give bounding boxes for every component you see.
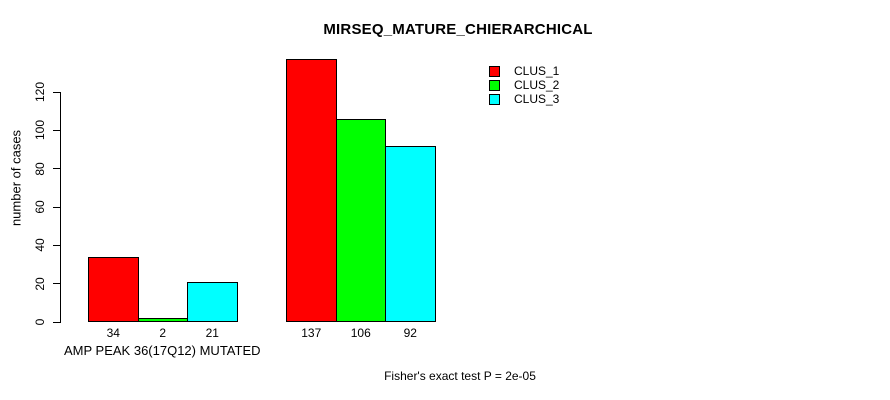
legend-item: CLUS_2 (489, 78, 559, 92)
bar-clus_1-group2 (286, 59, 337, 322)
y-tick-mark (53, 91, 60, 93)
y-tick-mark (53, 321, 60, 323)
y-tick-label: 80 (33, 161, 47, 176)
y-tick-label: 120 (33, 81, 47, 103)
y-axis-line (60, 92, 61, 323)
bar-value-label: 21 (205, 326, 219, 340)
legend-label: CLUS_2 (514, 78, 560, 92)
legend-item: CLUS_3 (489, 92, 559, 106)
legend-swatch-clus_3 (489, 93, 500, 105)
bar-clus_2-group2 (335, 118, 386, 322)
bar-clus_1-group1 (88, 256, 139, 322)
bar-clus_3-group1 (187, 281, 238, 322)
y-tick-mark (53, 244, 60, 246)
legend-item: CLUS_1 (489, 64, 559, 78)
y-tick-mark (53, 206, 60, 208)
y-tick-mark (53, 129, 60, 131)
bar-value-label: 106 (350, 326, 371, 340)
legend-swatch-clus_1 (489, 65, 500, 77)
y-tick-label: 20 (33, 276, 47, 291)
bar-value-label: 92 (403, 326, 417, 340)
bar-value-label: 137 (301, 326, 322, 340)
bar-value-label: 34 (106, 326, 120, 340)
y-tick-label: 100 (33, 120, 47, 141)
legend-label: CLUS_1 (514, 64, 560, 78)
legend: CLUS_1 CLUS_2 CLUS_3 (489, 64, 559, 106)
chart-title: MIRSEQ_MATURE_CHIERARCHICAL (323, 21, 593, 38)
legend-label: CLUS_3 (514, 92, 560, 106)
y-axis-label: number of cases (8, 129, 24, 227)
bar-value-label: 2 (159, 326, 167, 340)
bar-clus_2-group1 (137, 318, 188, 322)
footer-annotation: Fisher's exact test P = 2e-05 (384, 369, 536, 383)
bar-clus_3-group2 (385, 145, 436, 322)
y-tick-label: 0 (33, 318, 47, 326)
y-tick-label: 40 (33, 238, 47, 253)
category-label: AMP PEAK 36(17Q12) MUTATED (63, 343, 261, 358)
y-tick-mark (53, 283, 60, 285)
y-tick-label: 60 (33, 200, 47, 214)
y-tick-mark (53, 168, 60, 170)
legend-swatch-clus_2 (489, 79, 500, 91)
